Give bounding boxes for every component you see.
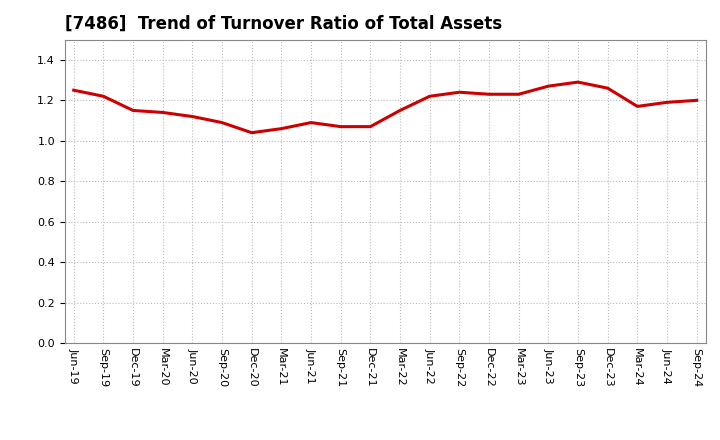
Text: [7486]  Trend of Turnover Ratio of Total Assets: [7486] Trend of Turnover Ratio of Total … [65, 15, 502, 33]
